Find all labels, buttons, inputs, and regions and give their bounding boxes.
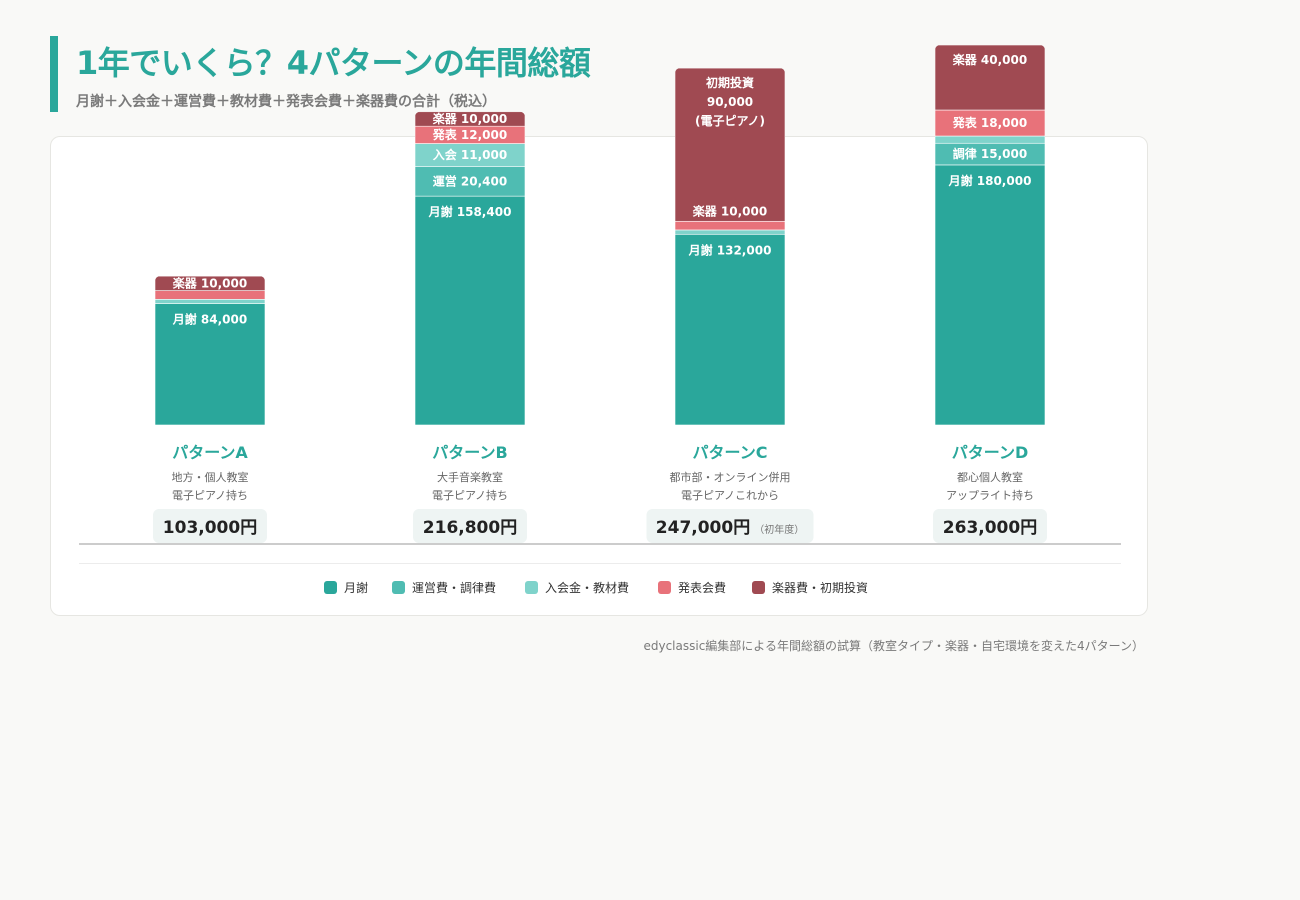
bar-segment-enrollment <box>675 229 785 235</box>
total-value: 247,000円 （初年度） <box>656 518 804 538</box>
category-description: 電子ピアノ持ち <box>432 488 508 502</box>
legend-swatch <box>525 581 538 594</box>
segment-label: 楽器 10,000 <box>433 111 508 126</box>
category-description: 電子ピアノこれから <box>681 489 779 502</box>
category-description: 大手音楽教室 <box>437 470 503 484</box>
segment-label: 調律 15,000 <box>953 146 1028 161</box>
category-label: パターンD <box>952 443 1028 462</box>
bar-segment-recital <box>675 220 785 231</box>
bar-segment-recital <box>935 109 1045 137</box>
segment-label: 楽器 10,000 <box>693 203 768 218</box>
legend-label: 月謝 <box>344 580 368 595</box>
bar-stack-3 <box>935 45 1045 426</box>
legend-swatch <box>658 581 671 594</box>
segment-label: 月謝 180,000 <box>948 173 1032 188</box>
segment-label: 月謝 84,000 <box>172 312 248 327</box>
bar-segment-monthly <box>675 233 785 426</box>
segment-label-extra: 90,000 <box>707 95 753 109</box>
segment-label: 運営 20,400 <box>433 173 508 188</box>
bar-segment-instrument <box>935 45 1045 111</box>
total-badge <box>646 509 814 543</box>
bar-segment-monthly <box>415 195 525 426</box>
category-description: 都市部・オンライン併用 <box>670 470 791 484</box>
segment-label: 発表 12,000 <box>432 127 508 142</box>
legend-swatch <box>392 581 405 594</box>
legend-swatch <box>324 581 337 594</box>
category-description: アップライト持ち <box>946 488 1034 502</box>
total-value: 263,000円 <box>943 518 1037 538</box>
bar-segment-recital <box>155 290 265 300</box>
total-badge <box>933 509 1047 543</box>
segment-label: 楽器 40,000 <box>953 52 1028 67</box>
segment-label: 月謝 132,000 <box>688 242 772 257</box>
legend-label: 楽器費・初期投資 <box>772 580 868 595</box>
total-value: 103,000円 <box>163 518 257 538</box>
category-label: パターンC <box>693 443 768 462</box>
bar-segment-enrollment <box>935 135 1045 144</box>
bar-stack-1 <box>415 111 525 426</box>
category-description: 地方・個人教室 <box>172 470 249 484</box>
legend-swatch <box>752 581 765 594</box>
total-badge <box>413 509 527 543</box>
segment-label: 発表 18,000 <box>952 115 1028 130</box>
bar-segment-instrument <box>415 111 525 127</box>
bar-segment-instrument <box>675 68 785 222</box>
source-caption: edyclassic編集部による年間総額の試算（教室タイプ・楽器・自宅環境を変え… <box>643 639 1144 653</box>
bar-segment-enrollment <box>155 298 265 304</box>
segment-label: 入会 11,000 <box>433 147 508 162</box>
bar-segment-operation <box>415 166 525 197</box>
title-accent-bar <box>50 36 58 112</box>
legend-label: 発表会費 <box>678 580 726 595</box>
bar-stack-0 <box>155 276 265 426</box>
bar-segment-monthly <box>935 164 1045 426</box>
legend-label: 運営費・調律費 <box>412 580 496 595</box>
page-title: 1年でいくら？4パターンの年間総額 <box>76 44 591 82</box>
category-description: 電子ピアノ持ち <box>172 488 248 502</box>
legend-label: 入会金・教材費 <box>545 580 629 595</box>
segment-label-extra: 初期投資 <box>706 75 754 90</box>
category-description: 都心個人教室 <box>957 470 1023 484</box>
total-badge <box>153 509 267 543</box>
bar-segment-instrument <box>155 276 265 291</box>
segment-label: 月謝 158,400 <box>428 204 512 219</box>
category-label: パターンB <box>432 443 507 462</box>
total-value: 216,800円 <box>423 518 517 538</box>
bar-stack-2 <box>675 68 785 426</box>
page-subtitle: 月謝＋入会金＋運営費＋教材費＋発表会費＋楽器費の合計（税込） <box>76 94 496 110</box>
segment-label: 楽器 10,000 <box>173 275 248 290</box>
category-label: パターンA <box>172 443 248 462</box>
segment-label-extra: (電子ピアノ) <box>695 114 765 128</box>
